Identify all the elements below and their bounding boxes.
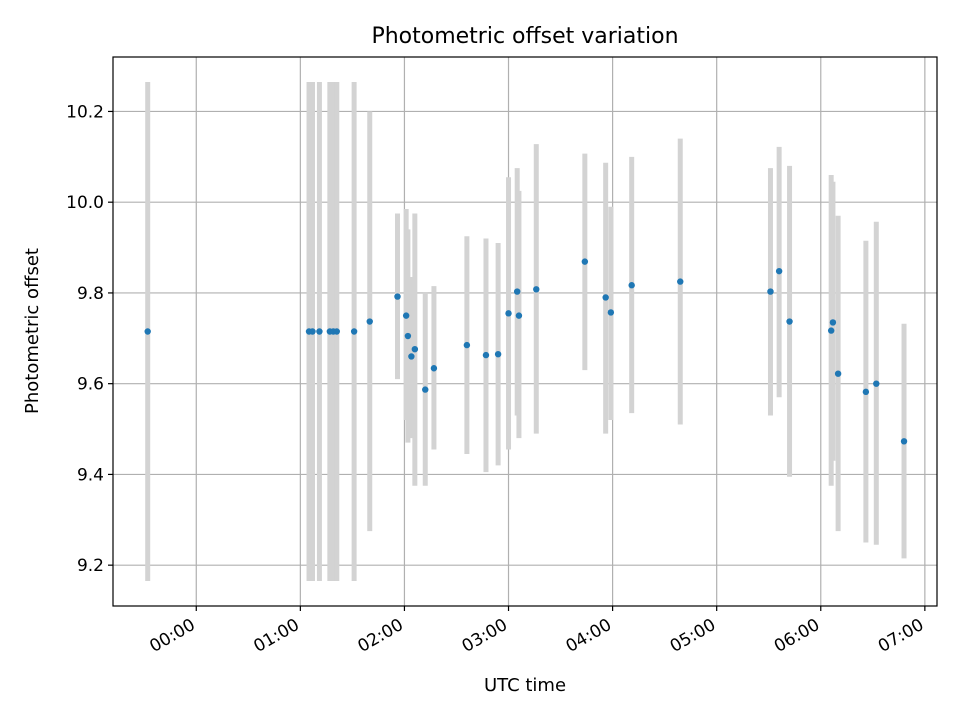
data-point <box>775 267 783 275</box>
data-point <box>505 310 512 317</box>
data-point <box>827 327 835 334</box>
data-point <box>430 365 438 372</box>
data-point <box>602 294 609 301</box>
data-point <box>316 328 323 335</box>
plot-frame <box>112 56 938 607</box>
data-point <box>494 350 502 358</box>
y-tick-label: 10.2 <box>66 102 104 122</box>
data-point <box>900 438 908 445</box>
data-point <box>422 386 429 393</box>
data-point <box>366 318 373 325</box>
y-tick-label: 10.0 <box>66 193 104 213</box>
data-point <box>463 341 471 349</box>
data-point <box>404 332 412 340</box>
data-point <box>411 345 419 353</box>
data-point <box>533 286 540 293</box>
data-point <box>394 293 401 300</box>
x-axis-label: UTC time <box>484 675 566 696</box>
y-tick-label: 9.8 <box>77 284 104 304</box>
y-tick-label: 9.2 <box>77 556 104 576</box>
y-axis-ticks: 9.2 9.4 9.6 9.8 10.0 10.2 <box>66 102 113 576</box>
data-point <box>677 278 684 285</box>
data-point <box>144 328 151 335</box>
data-point <box>408 353 415 360</box>
y-axis-label: Photometric offset <box>22 248 43 414</box>
data-point <box>628 282 635 289</box>
data-point <box>515 312 523 319</box>
y-tick-label: 9.6 <box>77 375 104 395</box>
data-point <box>513 288 521 295</box>
data-point <box>309 328 316 335</box>
data-points <box>144 258 908 445</box>
data-point <box>834 370 842 377</box>
data-point <box>786 318 793 325</box>
plot-area <box>113 57 937 606</box>
data-point <box>333 328 340 335</box>
data-point <box>402 312 410 319</box>
data-point <box>607 309 615 316</box>
data-point <box>482 351 490 359</box>
data-point <box>873 380 880 387</box>
data-point <box>829 319 837 326</box>
data-point <box>581 258 589 265</box>
data-point <box>767 288 774 295</box>
data-point <box>862 388 870 396</box>
y-tick-label: 9.4 <box>77 465 104 485</box>
data-point <box>350 328 358 335</box>
chart-title: Photometric offset variation <box>371 24 678 49</box>
